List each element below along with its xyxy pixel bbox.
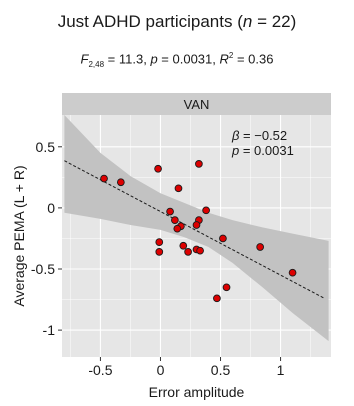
regression-line [64,160,326,300]
y-tick-label: -0.5 [31,261,55,277]
beta-annotation: β = −0.52 [231,128,287,143]
y-tick-label: 0 [47,200,55,216]
data-point [173,224,182,233]
x-tick-label: -0.5 [88,362,112,378]
data-point [179,241,188,250]
panel-strip-label: VAN [184,97,210,112]
x-axis-label: Error amplitude [149,384,245,400]
data-point [155,238,164,246]
panel-strip [62,93,331,115]
data-point [222,283,231,292]
data-point [116,178,125,187]
data-points [100,160,297,303]
data-point [196,246,204,255]
p-symbol: p [231,143,239,158]
data-point [171,216,179,224]
data-point [100,174,108,183]
data-point [256,243,264,251]
p-text: = 0.0031 [239,143,294,158]
x-tick-label: 0.5 [211,362,231,378]
data-point [155,248,164,256]
stats-p-symbol: p [150,51,158,67]
title-n-value: = 22) [252,12,297,31]
data-point [184,248,192,256]
stats-f-value: = 11.3, [104,51,151,67]
data-point [213,294,221,303]
data-point [195,160,203,168]
stats-r-sup: 2 [228,51,234,60]
y-tick-label: -1 [43,322,56,338]
x-tick-label: 0 [157,362,165,378]
axis-ticks: -0.5 0 0.5 1 0.5 0 -0.5 -1 [31,139,285,378]
p-annotation: p = 0.0031 [231,143,294,158]
stats-f-symbol: F [80,51,89,67]
data-point [154,164,162,173]
stats-r-value: = 0.36 [233,51,274,67]
stats-f-df: 2,48 [88,59,105,69]
data-point [174,184,183,193]
data-point [288,268,297,277]
x-tick-label: 1 [277,362,285,378]
beta-symbol: β [231,128,240,143]
data-point [166,207,174,216]
stats-subtitle: F2,48 = 11.3, p = 0.0031, R2 = 0.36 [0,51,354,69]
title-prefix: Just ADHD participants ( [57,12,243,31]
chart-title: Just ADHD participants (n = 22) [0,12,354,32]
y-axis-label: Average PEMA (L + R) [11,165,27,306]
data-point [219,234,227,243]
data-point [202,206,210,215]
data-point [192,221,201,229]
y-tick-label: 0.5 [36,139,56,155]
beta-text: = −0.52 [239,128,287,143]
stats-p-value: = 0.0031, [157,51,220,67]
title-n-symbol: n [242,12,253,31]
stats-r-symbol: R [219,51,229,67]
